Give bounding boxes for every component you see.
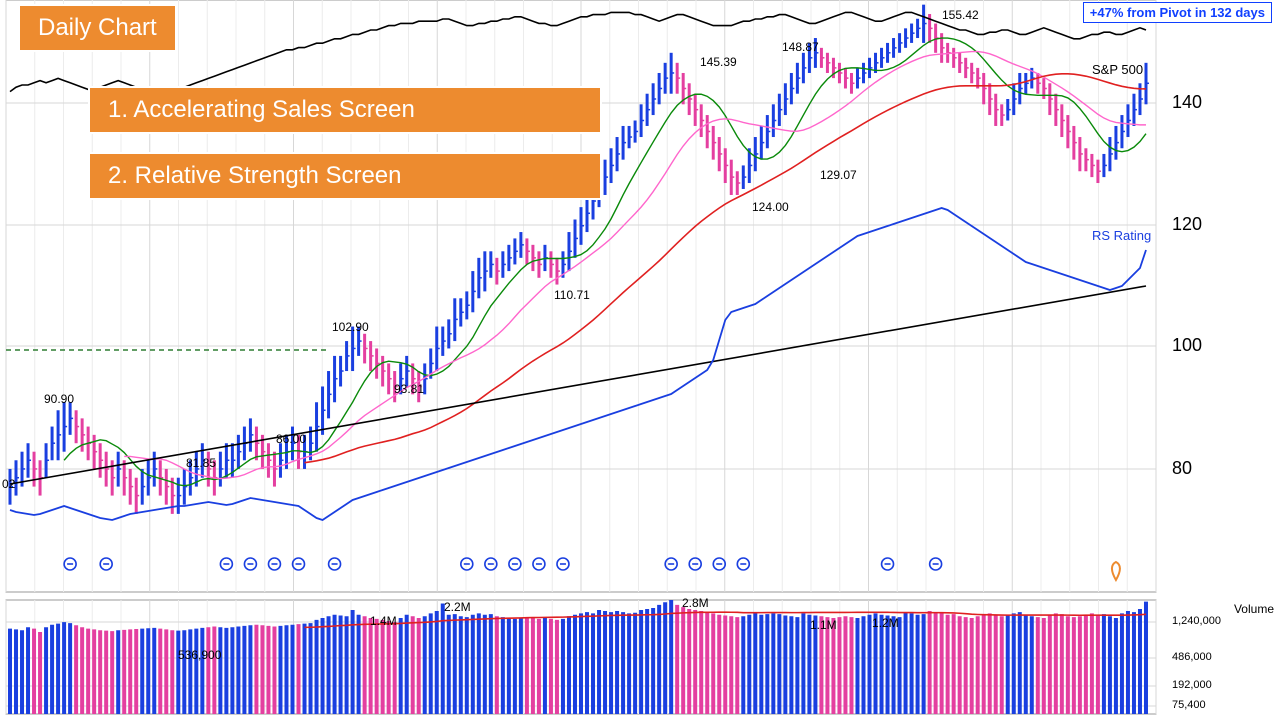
volume-annotation: 536,900 bbox=[178, 648, 221, 662]
volume-tick: 192,000 bbox=[1172, 679, 1212, 691]
volume-tick: 486,000 bbox=[1172, 651, 1212, 663]
volume-annotation: 1.4M bbox=[370, 614, 397, 628]
price-tick: 80 bbox=[1172, 458, 1192, 479]
price-annotation: 145.39 bbox=[700, 55, 737, 69]
price-annotation: 86.00 bbox=[276, 432, 306, 446]
volume-tick: 75,400 bbox=[1172, 699, 1206, 711]
price-annotation: 110.71 bbox=[554, 288, 590, 302]
chart-title-badge: Daily Chart bbox=[18, 4, 177, 52]
price-annotation: 155.42 bbox=[942, 8, 979, 22]
price-tick: 140 bbox=[1172, 92, 1202, 113]
price-annotation: 93.81 bbox=[394, 382, 424, 396]
volume-annotation: 2.2M bbox=[444, 600, 471, 614]
price-tick: 120 bbox=[1172, 214, 1202, 235]
price-annotation: 148.87 bbox=[782, 40, 819, 54]
price-annotation: 81.85 bbox=[186, 456, 216, 470]
screen-badge-1: 1. Accelerating Sales Screen bbox=[88, 86, 602, 134]
volume-header: Volume bbox=[1234, 602, 1274, 616]
volume-tick: 1,240,000 bbox=[1172, 615, 1221, 627]
price-annotation: 02 bbox=[2, 477, 15, 491]
price-annotation: 129.07 bbox=[820, 168, 857, 182]
price-annotation: 90.90 bbox=[44, 392, 74, 406]
pivot-note: +47% from Pivot in 132 days bbox=[1083, 2, 1272, 23]
rs-rating-label: RS Rating bbox=[1092, 228, 1151, 243]
volume-annotation: 2.8M bbox=[682, 596, 709, 610]
stock-chart: Daily Chart 1. Accelerating Sales Screen… bbox=[0, 0, 1280, 720]
price-tick: 100 bbox=[1172, 335, 1202, 356]
screen-badge-2: 2. Relative Strength Screen bbox=[88, 152, 602, 200]
price-annotation: 102.90 bbox=[332, 320, 369, 334]
price-annotation: 124.00 bbox=[752, 200, 789, 214]
volume-annotation: 1.2M bbox=[872, 616, 899, 630]
volume-annotation: 1.1M bbox=[810, 618, 837, 632]
sp500-label: S&P 500 bbox=[1092, 62, 1143, 77]
